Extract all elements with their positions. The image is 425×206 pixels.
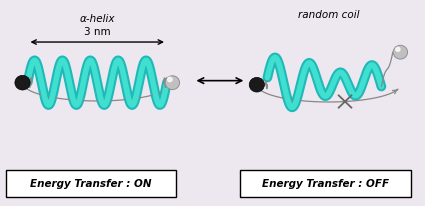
Circle shape	[165, 76, 180, 90]
Text: random coil: random coil	[298, 10, 360, 20]
Text: Energy Transfer : OFF: Energy Transfer : OFF	[262, 179, 389, 189]
Circle shape	[249, 77, 264, 92]
Text: Energy Transfer : ON: Energy Transfer : ON	[30, 179, 152, 189]
Circle shape	[393, 45, 408, 59]
Text: 3 nm: 3 nm	[84, 27, 110, 37]
Circle shape	[15, 75, 30, 90]
FancyBboxPatch shape	[6, 171, 176, 197]
FancyBboxPatch shape	[241, 171, 411, 197]
Text: α-helix: α-helix	[79, 14, 115, 24]
Circle shape	[167, 77, 172, 82]
Circle shape	[396, 47, 400, 51]
